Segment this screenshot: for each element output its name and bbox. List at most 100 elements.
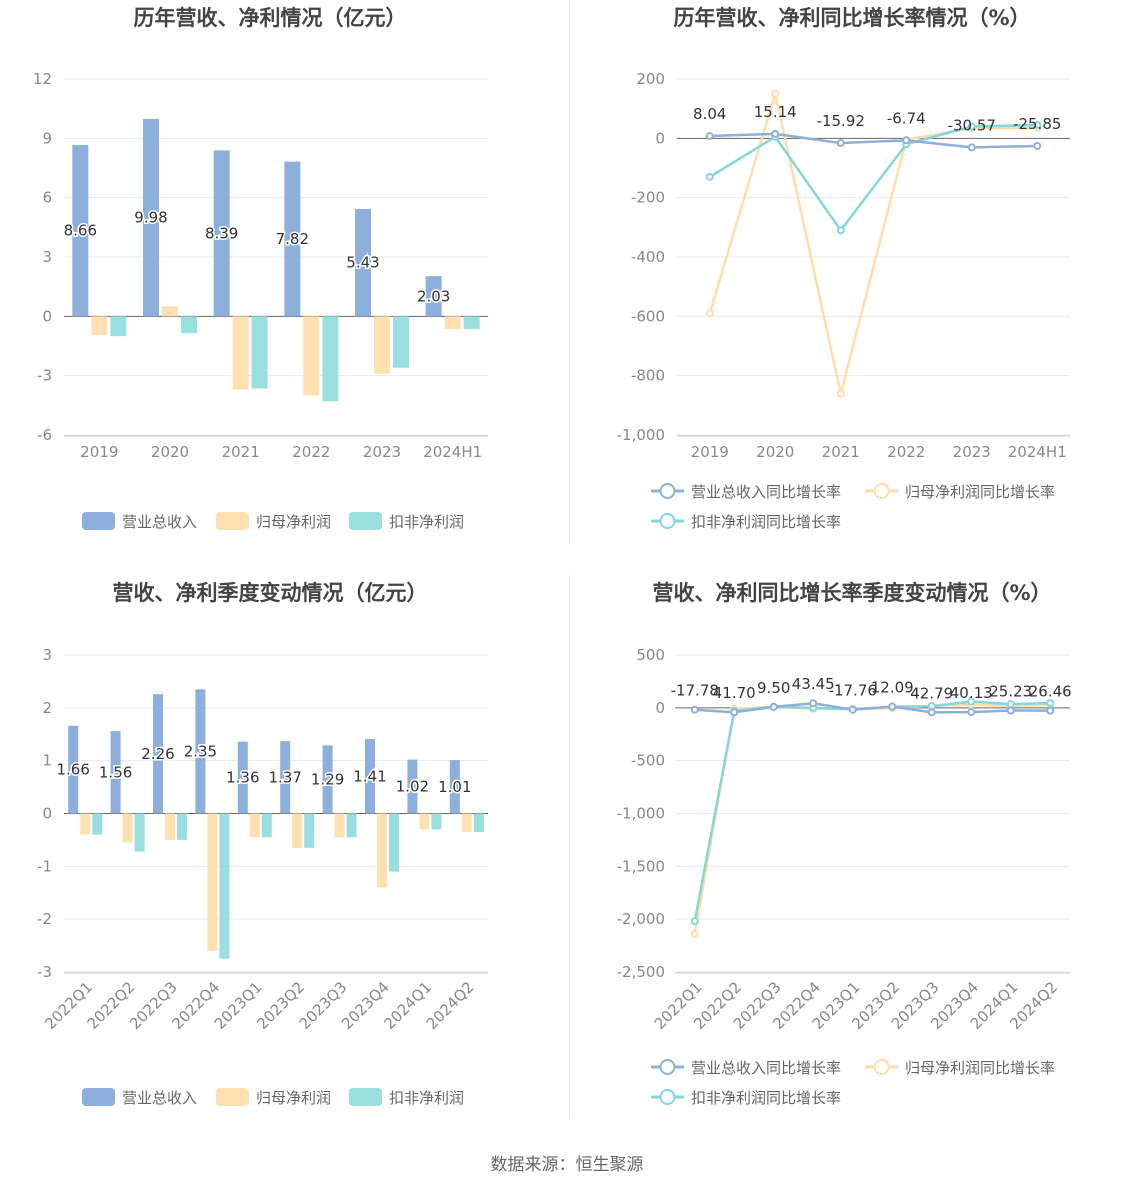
line-data-label: 15.14 <box>754 103 797 121</box>
bar-deducted-profit <box>219 813 230 959</box>
legend-label-1: 营业总收入同比增长率 <box>691 1059 841 1077</box>
chart-title: 营收、净利季度变动情况（亿元） <box>113 581 428 605</box>
line-point <box>1006 706 1015 715</box>
x-tick-label: 2024H1 <box>1008 443 1067 461</box>
y-tick-label: 0 <box>42 307 52 325</box>
bar-data-label: 2.35 <box>184 742 217 760</box>
legend-label-3: 扣非净利润 <box>389 513 464 531</box>
bar-net-profit <box>232 316 249 390</box>
line-data-label: 42.79 <box>910 684 953 702</box>
bar-deducted-profit <box>393 316 409 368</box>
y-tick-label: 2 <box>42 699 52 717</box>
bar-revenue <box>425 276 442 317</box>
y-tick-label: 9 <box>42 129 52 147</box>
line-data-label: 12.09 <box>871 679 914 697</box>
line-point <box>902 136 911 145</box>
line-deducted-profit-growth <box>693 700 1051 922</box>
bar-deducted-profit <box>431 813 442 830</box>
line-data-label: -17.76 <box>829 682 877 700</box>
legend-label-3: 扣非净利润同比增长率 <box>691 1089 841 1107</box>
bar-net-profit <box>377 813 387 888</box>
bar-data-label: 1.29 <box>311 770 344 788</box>
line-point <box>967 143 976 152</box>
line-net-profit-growth <box>693 703 1051 935</box>
x-tick-label: 2024Q2 <box>423 978 478 1033</box>
line-point <box>730 708 739 717</box>
y-tick-label: -600 <box>631 307 665 325</box>
bar-net-profit <box>80 813 91 835</box>
legend-marker-2 <box>873 1059 890 1075</box>
line-point <box>967 708 976 717</box>
y-tick-label: 3 <box>42 248 52 266</box>
x-tick-label: 2023 <box>363 443 401 461</box>
x-tick-label: 2019 <box>80 443 118 461</box>
y-tick-label: -1,500 <box>617 857 665 875</box>
bar-revenue <box>365 739 375 814</box>
line-point <box>927 702 936 711</box>
bar-data-label: 8.39 <box>205 224 238 242</box>
bar-data-label: 1.01 <box>438 778 471 796</box>
line-point <box>1033 142 1042 151</box>
bar-net-profit <box>334 813 345 838</box>
legend-marker-3 <box>659 1089 676 1105</box>
legend-swatch-1 <box>82 1088 115 1106</box>
chart-title: 营收、净利同比增长率季度变动情况（%） <box>652 581 1051 605</box>
line-point <box>771 129 780 138</box>
line-point <box>769 702 778 711</box>
legend-swatch-2 <box>216 1088 249 1106</box>
bar-deducted-profit <box>134 813 145 852</box>
line-point <box>1006 700 1015 709</box>
bar-revenue <box>68 725 79 814</box>
bar-net-profit <box>162 306 178 317</box>
vertical-divider-bottom <box>569 575 570 1117</box>
line-point <box>690 705 699 714</box>
bar-data-label: 1.37 <box>268 768 301 786</box>
x-tick-label: 2024H1 <box>423 443 482 461</box>
y-tick-label: 6 <box>42 189 52 207</box>
bar-deducted-profit <box>304 813 315 848</box>
bar-net-profit <box>292 813 303 848</box>
y-tick-label: -3 <box>37 367 52 385</box>
y-tick-label: -1,000 <box>617 805 665 823</box>
bar-deducted-profit <box>261 813 272 838</box>
line-revenue-growth <box>694 701 1051 714</box>
vertical-divider-top <box>569 0 570 542</box>
bar-deducted-profit <box>251 316 268 389</box>
line-data-label: -6.74 <box>887 109 926 127</box>
y-tick-label: -500 <box>631 752 665 770</box>
legend-label-2: 归母净利润同比增长率 <box>905 1059 1055 1077</box>
annual-revenue-profit-chart: 历年营收、净利情况（亿元） 12 9 6 3 0 -3 -6 8.66 9.98 8.39 7.82 5… <box>0 0 567 575</box>
bar-net-profit <box>122 813 133 843</box>
data-source-label: 数据来源：恒生聚源 <box>490 1155 644 1175</box>
bar-data-label: 9.98 <box>134 209 167 227</box>
line-point <box>967 697 976 706</box>
line-point <box>690 929 699 938</box>
bar-revenue <box>110 731 121 814</box>
y-tick-label: 0 <box>655 699 665 717</box>
bar-net-profit <box>249 813 260 838</box>
bar-revenue <box>280 741 291 814</box>
line-point <box>809 699 818 708</box>
legend-marker-1 <box>659 1059 676 1075</box>
legend-label-2: 归母净利润同比增长率 <box>905 483 1055 501</box>
bar-deducted-profit <box>181 316 197 334</box>
bar-revenue <box>143 118 159 317</box>
legend-swatch-1 <box>82 512 115 530</box>
y-tick-label: -800 <box>631 367 665 385</box>
line-point <box>888 702 897 711</box>
legend-swatch-3 <box>349 512 382 530</box>
line-point <box>1046 699 1055 708</box>
y-tick-label: -1 <box>37 857 52 875</box>
bar-data-label: 5.43 <box>346 254 379 272</box>
bar-revenue <box>407 759 418 814</box>
line-data-label: 40.13 <box>950 684 993 702</box>
bar-data-label: 2.03 <box>417 287 450 305</box>
y-tick-label: 200 <box>636 70 665 88</box>
bar-data-label: 1.02 <box>396 778 429 796</box>
line-data-label: 41.70 <box>713 684 756 702</box>
x-tick-label: 2020 <box>756 443 794 461</box>
chart-title: 历年营收、净利情况（亿元） <box>134 6 407 30</box>
line-deducted-profit-growth <box>709 123 1038 233</box>
legend-label-2: 归母净利润 <box>256 513 331 531</box>
bar-deducted-profit <box>322 316 339 402</box>
